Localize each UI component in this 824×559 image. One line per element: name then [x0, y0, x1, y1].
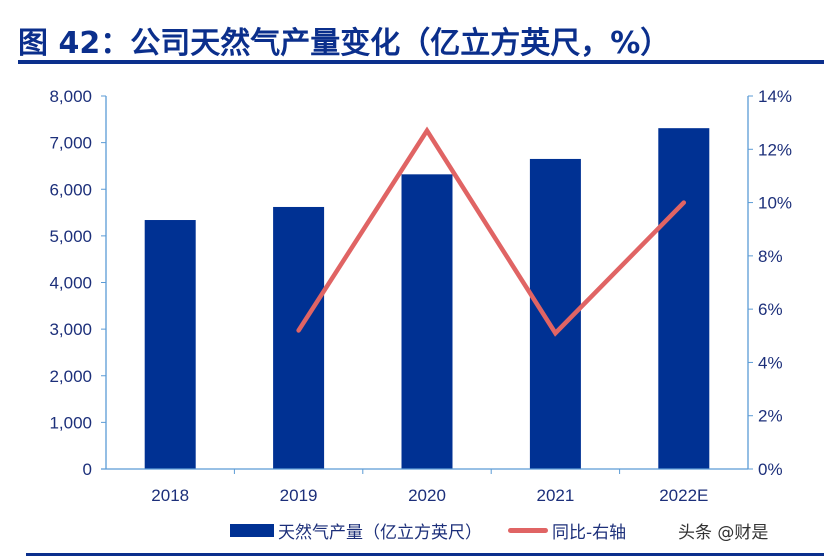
chart-title: 图 42：公司天然气产量变化（亿立方英尺，%）: [18, 26, 671, 61]
watermark: 头条 @财是: [678, 523, 769, 543]
left-tick-label: 3,000: [49, 320, 92, 339]
x-tick-label: 2019: [280, 486, 318, 505]
legend-label-yoy: 同比-右轴: [552, 523, 627, 543]
right-tick-label: 12%: [758, 140, 792, 159]
legend-item-yoy: 同比-右轴: [508, 518, 626, 543]
right-tick-label: 2%: [758, 407, 783, 426]
left-tick-label: 7,000: [49, 134, 92, 153]
x-tick-label: 2018: [151, 486, 189, 505]
legend-swatch-line: [508, 528, 548, 533]
right-tick-label: 14%: [758, 87, 792, 106]
right-tick-label: 0%: [758, 460, 783, 479]
left-tick-label: 0: [83, 460, 92, 479]
x-tick-label: 2021: [536, 486, 574, 505]
bar-2022E: [658, 128, 710, 469]
left-tick-label: 6,000: [49, 180, 92, 199]
legend-item-production: 天然气产量（亿立方英尺）: [230, 518, 482, 543]
right-tick-label: 4%: [758, 353, 783, 372]
left-tick-label: 8,000: [49, 87, 92, 106]
x-tick-label: 2022E: [659, 486, 708, 505]
bar-2019: [273, 206, 325, 469]
yoy-line: [296, 126, 687, 337]
bar-2018: [144, 220, 196, 469]
bottom-rule: [26, 553, 824, 556]
legend-label-production: 天然气产量（亿立方英尺）: [278, 523, 482, 543]
left-tick-label: 1,000: [49, 413, 92, 432]
legend-swatch-bar: [230, 524, 274, 537]
left-tick-label: 2,000: [49, 367, 92, 386]
right-tick-label: 6%: [758, 300, 783, 319]
bar-2020: [401, 174, 453, 469]
title-underline: [18, 60, 824, 64]
right-tick-label: 8%: [758, 247, 783, 266]
x-tick-label: 2020: [408, 486, 446, 505]
right-tick-label: 10%: [758, 194, 792, 213]
left-tick-label: 4,000: [49, 274, 92, 293]
left-tick-label: 5,000: [49, 227, 92, 246]
